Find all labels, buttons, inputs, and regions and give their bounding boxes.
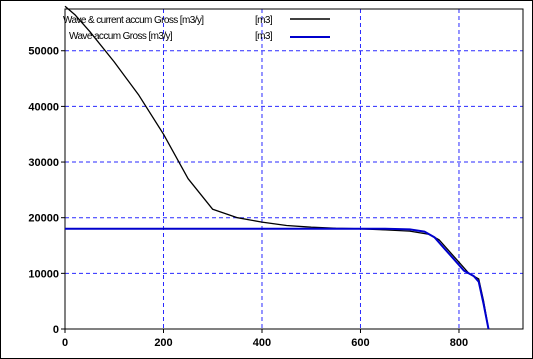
legend-label-series-1: Wave & current accum Gross [m3/y] <box>63 15 204 26</box>
legend-label-series-2: Wave accum Gross [m3/y] <box>69 31 173 42</box>
legend: Wave & current accum Gross [m3/y] [m3] W… <box>63 15 330 42</box>
y-tick-label: 40000 <box>28 101 59 113</box>
x-tick-label: 200 <box>154 337 172 349</box>
axes <box>61 8 524 333</box>
x-tick-label: 800 <box>450 337 468 349</box>
x-tick-label: 600 <box>351 337 369 349</box>
y-tick-label: 0 <box>53 324 59 336</box>
x-tick-label: 0 <box>62 337 68 349</box>
plot-border <box>64 8 524 330</box>
y-tick-label: 50000 <box>28 46 59 58</box>
x-tick-labels: 0 200 400 600 800 <box>62 337 468 349</box>
legend-unit-series-2: [m3] <box>255 31 273 42</box>
series-line-1 <box>64 5 490 330</box>
grid <box>65 9 523 329</box>
series-group <box>64 5 490 330</box>
series-line-2 <box>65 227 490 330</box>
x-tick-label: 400 <box>253 337 271 349</box>
legend-unit-series-1: [m3] <box>255 15 273 26</box>
y-tick-label: 30000 <box>28 157 59 169</box>
y-tick-label: 10000 <box>28 268 59 280</box>
y-tick-labels: 0 10000 20000 30000 40000 50000 <box>28 46 59 336</box>
y-tick-label: 20000 <box>28 213 59 225</box>
